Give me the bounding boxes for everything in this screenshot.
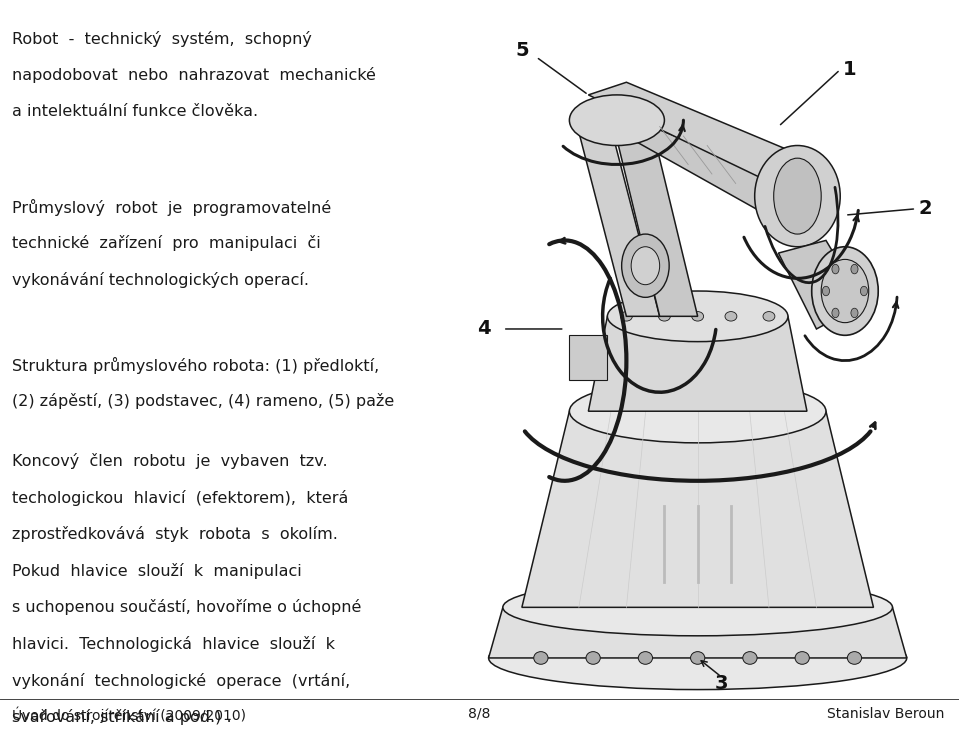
Ellipse shape [851,265,858,274]
Polygon shape [617,139,698,317]
Text: vykonávání technologických operací.: vykonávání technologických operací. [12,272,309,288]
Text: a intelektuální funkce člověka.: a intelektuální funkce člověka. [12,104,258,119]
Text: zprostředkovává  styk  robota  s  okolím.: zprostředkovává styk robota s okolím. [12,526,338,542]
Text: hlavici.  Technologická  hlavice  slouží  k: hlavici. Technologická hlavice slouží k [12,636,335,652]
Ellipse shape [743,651,757,664]
Text: technické  zařízení  pro  manipulaci  či: technické zařízení pro manipulaci či [12,235,320,251]
Ellipse shape [503,579,893,636]
Ellipse shape [620,311,632,321]
Ellipse shape [763,311,775,321]
Ellipse shape [831,265,839,274]
Polygon shape [589,317,807,412]
Ellipse shape [621,234,669,298]
Ellipse shape [691,311,704,321]
Ellipse shape [639,651,652,664]
Text: (2) zápěstí, (3) podstavec, (4) rameno, (5) paže: (2) zápěstí, (3) podstavec, (4) rameno, … [12,393,394,409]
Ellipse shape [860,287,868,296]
Text: 3: 3 [714,674,728,693]
Polygon shape [589,83,793,177]
Ellipse shape [607,291,788,341]
Text: Robot  -  technický  systém,  schopný: Robot - technický systém, schopný [12,31,312,47]
Polygon shape [522,412,874,607]
Text: vykonání  technologické  operace  (vrtání,: vykonání technologické operace (vrtání, [12,673,350,689]
Ellipse shape [586,651,600,664]
Ellipse shape [570,95,665,145]
Polygon shape [574,114,660,317]
Text: Pokud  hlavice  slouží  k  manipulaci: Pokud hlavice slouží k manipulaci [12,563,301,579]
Polygon shape [489,607,907,658]
Polygon shape [779,240,864,329]
Text: 2: 2 [919,200,932,219]
Ellipse shape [848,651,861,664]
Ellipse shape [570,379,826,443]
Ellipse shape [851,308,858,318]
Ellipse shape [755,145,840,247]
Ellipse shape [489,626,907,689]
Polygon shape [570,336,607,379]
Ellipse shape [774,158,821,234]
Ellipse shape [725,311,737,321]
Ellipse shape [821,260,869,322]
Ellipse shape [631,247,660,284]
Ellipse shape [534,651,548,664]
Ellipse shape [811,247,878,336]
Text: Struktura průmyslového robota: (1) předloktí,: Struktura průmyslového robota: (1) předl… [12,357,379,374]
Text: 8/8: 8/8 [468,707,491,721]
Ellipse shape [831,308,839,318]
Text: 4: 4 [477,319,491,338]
Ellipse shape [795,651,809,664]
Text: napodobovat  nebo  nahrazovat  mechanické: napodobovat nebo nahrazovat mechanické [12,67,375,83]
Text: Průmyslový  robot  je  programovatelné: Průmyslový robot je programovatelné [12,199,331,216]
Polygon shape [597,120,807,221]
Ellipse shape [659,311,670,321]
Text: 1: 1 [843,60,856,79]
Text: Stanislav Beroun: Stanislav Beroun [828,707,945,721]
Text: 5: 5 [515,41,528,60]
Ellipse shape [823,287,830,296]
Ellipse shape [690,651,705,664]
Text: s uchopenou součástí, hovoříme o úchopné: s uchopenou součástí, hovoříme o úchopné [12,599,361,616]
Text: Úvod do strojírenství (2009/2010): Úvod do strojírenství (2009/2010) [12,707,246,724]
Text: svařování, stříkání a pod.) .: svařování, stříkání a pod.) . [12,709,231,725]
Text: techologickou  hlavicí  (efektorem),  která: techologickou hlavicí (efektorem), která [12,490,348,506]
Text: Koncový  člen  robotu  je  vybaven  tzv.: Koncový člen robotu je vybaven tzv. [12,453,327,469]
